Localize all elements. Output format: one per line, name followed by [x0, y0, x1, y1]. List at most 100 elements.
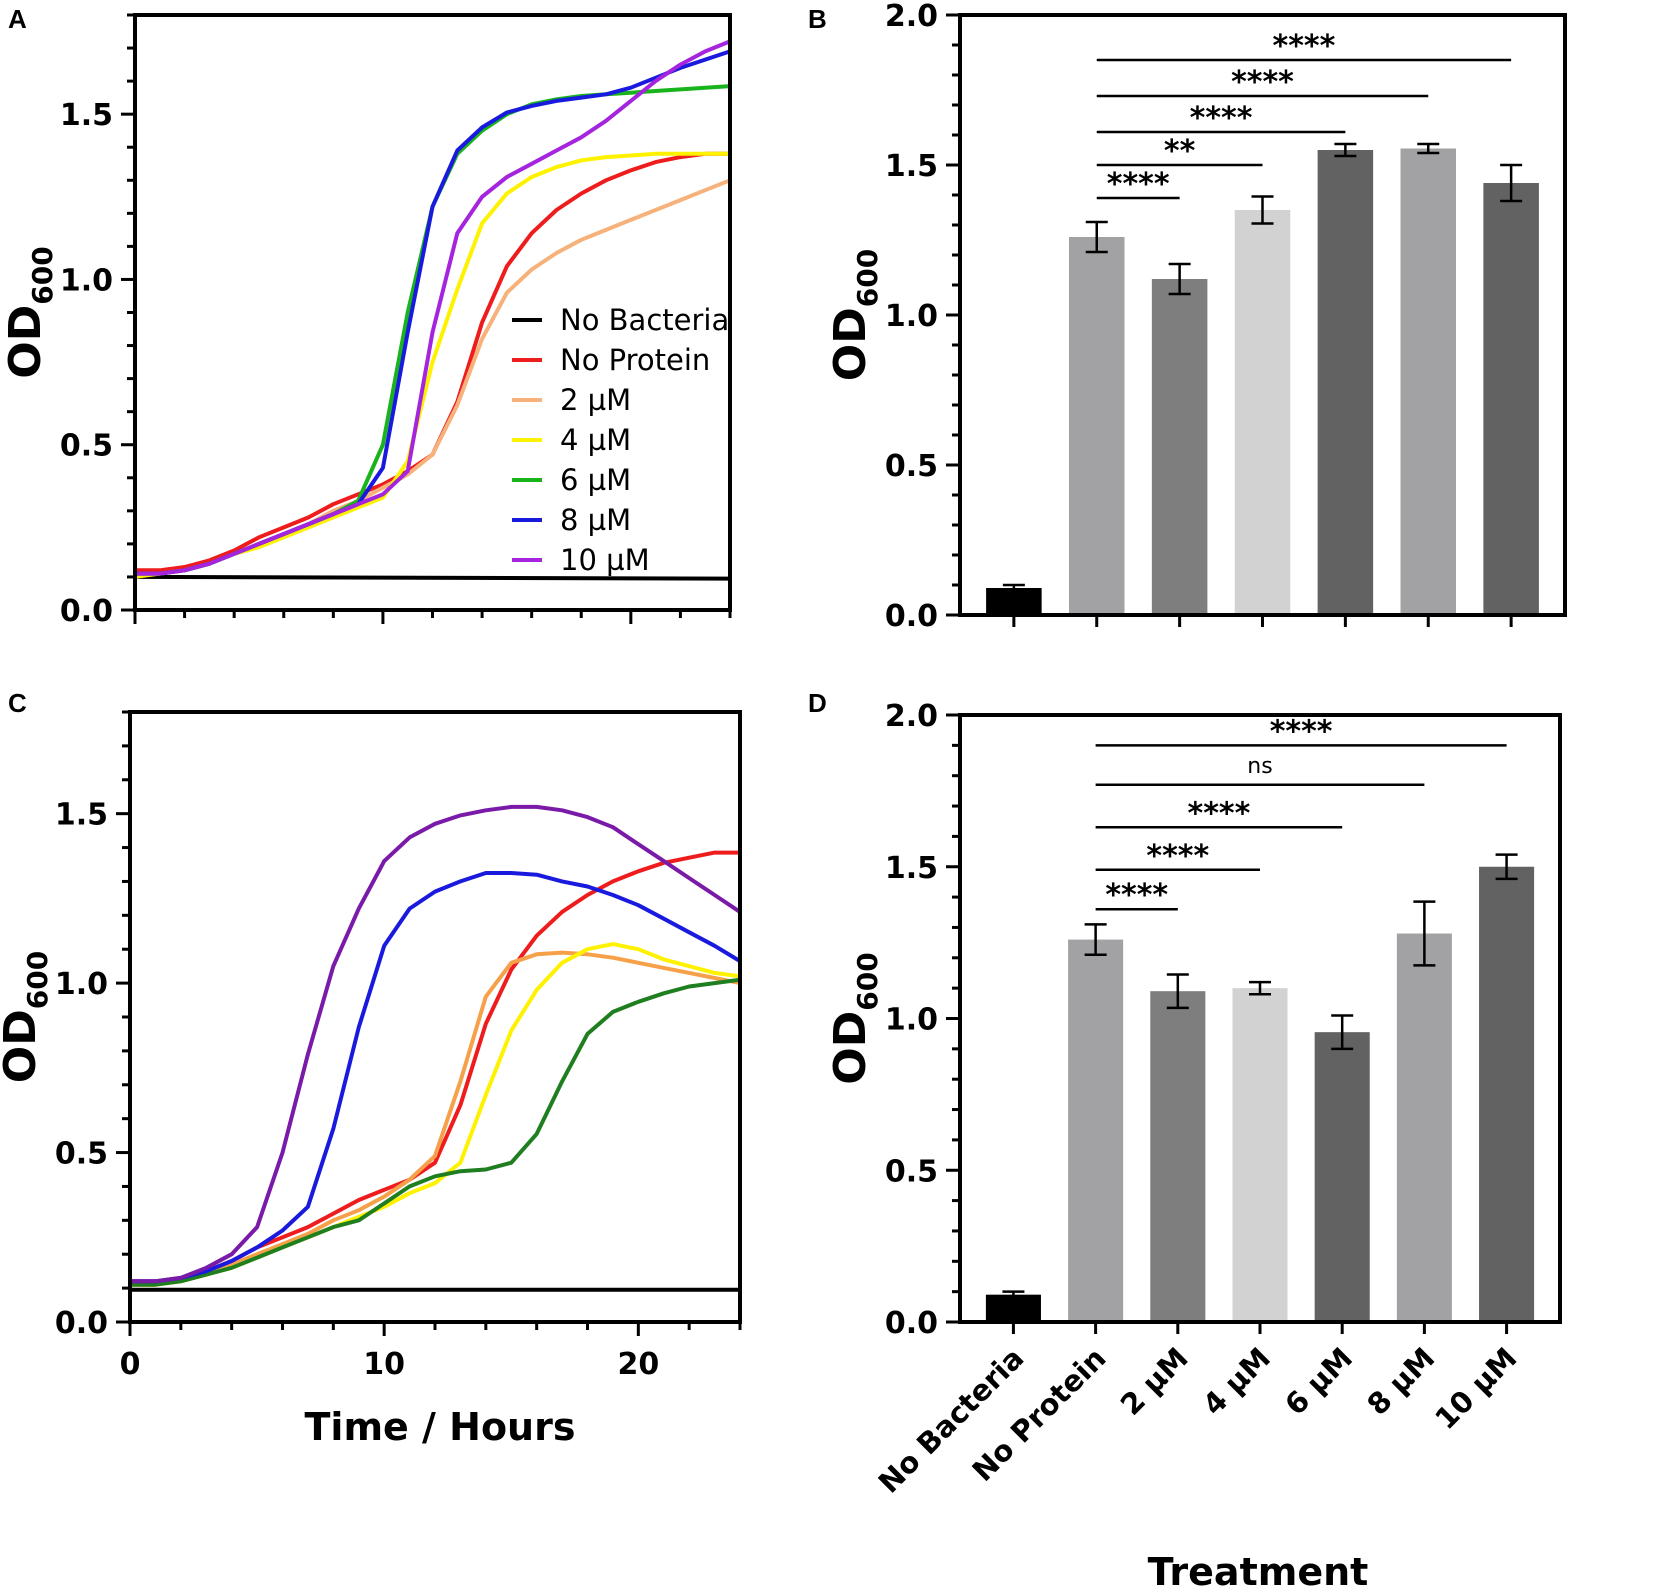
error-bar-1 [1084, 923, 1107, 957]
significance-bracket-2: **** [1095, 796, 1343, 831]
y-tick-label: 1.5 [60, 98, 113, 133]
y-axis-label-main: OD [825, 307, 876, 381]
legend-entry: 4 µM [560, 423, 631, 457]
significance-label: **** [1231, 65, 1294, 100]
panel-label: B [808, 4, 827, 34]
category-label: 4 µM [1196, 1341, 1277, 1422]
significance-bracket-1: ** [1096, 134, 1263, 169]
y-tick-label: 1.0 [55, 967, 108, 1002]
y-axis-label-subscript: 600 [21, 951, 54, 1009]
x-axis-label: Time / Hours [305, 1405, 576, 1449]
x-tick-label: 0 [120, 1347, 141, 1382]
bar-4 [1314, 1032, 1370, 1322]
bar-4 [1317, 150, 1374, 615]
significance-label: **** [1105, 878, 1168, 913]
significance-label: ** [1164, 134, 1196, 169]
bar-0 [985, 1294, 1041, 1322]
series-line-4 [130, 977, 741, 1287]
x-tick-label: 20 [617, 1347, 659, 1382]
bar-2 [1150, 991, 1206, 1322]
significance-bracket-3: ns [1095, 754, 1425, 787]
error-bar-3 [1249, 980, 1271, 996]
legend-entry: 8 µM [560, 503, 631, 537]
error-bar-4 [1334, 142, 1357, 158]
series-line-1 [130, 850, 740, 1284]
plot-frame [958, 13, 1567, 617]
y-axis-label: OD600 [825, 249, 884, 381]
significance-bracket-4: **** [1095, 714, 1507, 749]
y-axis-label-main: OD [0, 305, 51, 379]
category-label: 6 µM [1278, 1341, 1359, 1422]
y-tick-label: 0.0 [885, 599, 938, 634]
error-bar-0 [1002, 583, 1025, 593]
error-bar-0 [1002, 1290, 1025, 1299]
category-label: No Bacteria [872, 1341, 1031, 1500]
y-axis-label-main: OD [0, 1009, 46, 1083]
legend-entry: 6 µM [560, 463, 631, 497]
panel-label: A [8, 4, 27, 34]
series-line-6 [130, 804, 742, 1284]
significance-label: **** [1146, 839, 1209, 874]
series-line-3 [130, 942, 741, 1287]
x-tick-label: 10 [363, 1347, 405, 1382]
significance-label: **** [1270, 714, 1333, 749]
y-axis-label-subscript: 600 [26, 246, 59, 304]
y-axis-label: OD600 [0, 246, 59, 378]
series-line-2 [130, 950, 741, 1287]
significance-label: **** [1190, 101, 1253, 136]
significance-bracket-0: **** [1096, 167, 1180, 202]
bar-0 [986, 588, 1042, 615]
y-axis-label-subscript: 600 [851, 952, 884, 1010]
error-bar-6 [1500, 163, 1523, 203]
significance-label: **** [1188, 796, 1251, 831]
significance-bracket-0: **** [1095, 878, 1178, 913]
error-bar-1 [1085, 220, 1108, 254]
y-axis-label: OD600 [825, 952, 884, 1084]
significance-label: **** [1273, 29, 1336, 64]
y-tick-label: 2.0 [885, 0, 938, 34]
plot-frame [128, 710, 742, 1324]
x-axis-label: Treatment [1148, 1550, 1369, 1594]
legend: No Bacteria No Protein 2 µM 4 µM 6 µM 8 µM 10 … [512, 303, 729, 577]
y-tick-label: 0.0 [885, 1306, 938, 1341]
panel-label: D [808, 688, 827, 718]
bar-5 [1400, 148, 1457, 615]
y-tick-label: 2.0 [885, 699, 938, 734]
bar-6 [1479, 866, 1535, 1322]
legend-entry: 10 µM [560, 543, 650, 577]
category-label: 10 µM [1428, 1341, 1523, 1436]
significance-bracket-4: **** [1096, 29, 1512, 64]
significance-bracket-3: **** [1096, 65, 1429, 100]
y-tick-label: 0.5 [60, 429, 113, 464]
series-line-6 [135, 39, 731, 576]
error-bar-2 [1166, 973, 1189, 1010]
panel-c: C 0.0 0.5 1.0 1.5 OD600 0 10 20 Time / Hours [0, 688, 742, 1449]
error-bar-6 [1495, 853, 1518, 881]
y-tick-label: 1.0 [60, 263, 113, 298]
y-tick-label: 1.0 [885, 299, 938, 334]
y-tick-label: 0.5 [885, 1154, 938, 1189]
y-tick-label: 0.0 [60, 594, 113, 629]
y-tick-label: 1.5 [55, 798, 108, 833]
error-bar-5 [1417, 142, 1440, 155]
bar-6 [1483, 183, 1539, 615]
significance-label: **** [1107, 167, 1170, 202]
series-line-0 [134, 574, 731, 581]
legend-entry: No Protein [560, 343, 710, 377]
y-axis-label: OD600 [0, 951, 54, 1083]
category-label: 2 µM [1114, 1341, 1195, 1422]
significance-bracket-2: **** [1096, 101, 1346, 136]
bar-1 [1068, 237, 1125, 615]
y-axis-label-subscript: 600 [851, 249, 884, 307]
significance-bracket-1: **** [1095, 839, 1260, 874]
error-bar-3 [1251, 195, 1274, 225]
legend-entry: No Bacteria [560, 303, 729, 337]
legend-entry: 2 µM [560, 383, 631, 417]
y-tick-label: 1.5 [885, 851, 938, 886]
bar-3 [1234, 210, 1291, 615]
y-tick-label: 0.5 [885, 449, 938, 484]
y-tick-label: 0.0 [55, 1306, 108, 1341]
